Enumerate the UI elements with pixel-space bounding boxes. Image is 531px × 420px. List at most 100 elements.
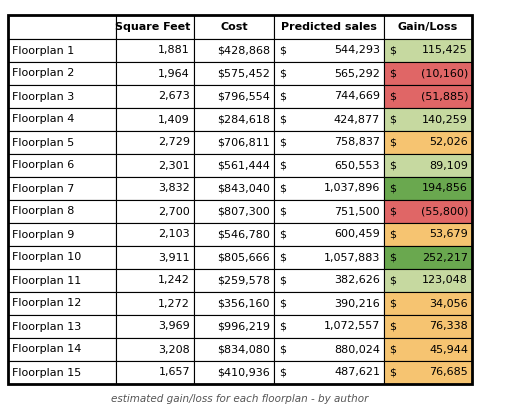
Text: $: $ bbox=[389, 45, 396, 55]
Bar bbox=[8, 246, 116, 269]
Text: $284,618: $284,618 bbox=[217, 115, 270, 124]
Text: 650,553: 650,553 bbox=[335, 160, 380, 171]
Text: (51,885): (51,885) bbox=[421, 92, 468, 102]
Text: Gain/Loss: Gain/Loss bbox=[398, 22, 458, 32]
Text: $: $ bbox=[279, 276, 286, 286]
Text: $: $ bbox=[389, 368, 396, 378]
Text: Floorplan 10: Floorplan 10 bbox=[12, 252, 81, 262]
Text: 565,292: 565,292 bbox=[334, 68, 380, 79]
Text: $: $ bbox=[389, 160, 396, 171]
Text: Floorplan 11: Floorplan 11 bbox=[12, 276, 81, 286]
Bar bbox=[116, 315, 194, 338]
Text: $: $ bbox=[279, 137, 286, 147]
Bar bbox=[384, 131, 472, 154]
Bar bbox=[274, 361, 384, 384]
Text: 2,301: 2,301 bbox=[158, 160, 190, 171]
Bar bbox=[8, 62, 116, 85]
Text: 2,673: 2,673 bbox=[158, 92, 190, 102]
Bar bbox=[8, 315, 116, 338]
Bar bbox=[274, 177, 384, 200]
Text: 3,832: 3,832 bbox=[158, 184, 190, 194]
Bar bbox=[194, 85, 274, 108]
Text: 744,669: 744,669 bbox=[334, 92, 380, 102]
Bar bbox=[274, 292, 384, 315]
Text: $: $ bbox=[279, 207, 286, 216]
Text: $546,780: $546,780 bbox=[217, 229, 270, 239]
Bar bbox=[116, 292, 194, 315]
Text: Floorplan 15: Floorplan 15 bbox=[12, 368, 81, 378]
Bar bbox=[274, 246, 384, 269]
Text: 76,685: 76,685 bbox=[429, 368, 468, 378]
Text: 140,259: 140,259 bbox=[422, 115, 468, 124]
Bar bbox=[384, 85, 472, 108]
Bar bbox=[194, 292, 274, 315]
Text: $834,080: $834,080 bbox=[217, 344, 270, 354]
Text: $: $ bbox=[389, 321, 396, 331]
Bar bbox=[194, 62, 274, 85]
Bar bbox=[194, 39, 274, 62]
Text: 751,500: 751,500 bbox=[335, 207, 380, 216]
Text: $: $ bbox=[389, 229, 396, 239]
Bar bbox=[274, 200, 384, 223]
Bar bbox=[274, 15, 384, 39]
Text: 2,103: 2,103 bbox=[158, 229, 190, 239]
Bar bbox=[384, 39, 472, 62]
Text: Floorplan 8: Floorplan 8 bbox=[12, 207, 74, 216]
Text: $: $ bbox=[389, 92, 396, 102]
Text: (55,800): (55,800) bbox=[421, 207, 468, 216]
Bar bbox=[384, 154, 472, 177]
Text: 1,057,883: 1,057,883 bbox=[323, 252, 380, 262]
Bar bbox=[384, 200, 472, 223]
Text: Floorplan 13: Floorplan 13 bbox=[12, 321, 81, 331]
Text: Floorplan 14: Floorplan 14 bbox=[12, 344, 81, 354]
Bar bbox=[194, 223, 274, 246]
Text: 544,293: 544,293 bbox=[334, 45, 380, 55]
Text: $356,160: $356,160 bbox=[218, 299, 270, 309]
Text: $: $ bbox=[279, 68, 286, 79]
Text: $561,444: $561,444 bbox=[217, 160, 270, 171]
Bar bbox=[116, 131, 194, 154]
Text: $: $ bbox=[389, 115, 396, 124]
Text: $575,452: $575,452 bbox=[217, 68, 270, 79]
Bar bbox=[274, 85, 384, 108]
Text: Floorplan 9: Floorplan 9 bbox=[12, 229, 74, 239]
Bar bbox=[8, 177, 116, 200]
Bar bbox=[8, 269, 116, 292]
Bar bbox=[384, 338, 472, 361]
Text: 600,459: 600,459 bbox=[334, 229, 380, 239]
Text: $: $ bbox=[279, 92, 286, 102]
Bar bbox=[274, 223, 384, 246]
Text: 424,877: 424,877 bbox=[334, 115, 380, 124]
Text: 880,024: 880,024 bbox=[334, 344, 380, 354]
Bar bbox=[384, 315, 472, 338]
Bar bbox=[8, 200, 116, 223]
Text: 1,072,557: 1,072,557 bbox=[323, 321, 380, 331]
Bar bbox=[384, 177, 472, 200]
Text: Floorplan 6: Floorplan 6 bbox=[12, 160, 74, 171]
Text: estimated gain/loss for each floorplan - by author: estimated gain/loss for each floorplan -… bbox=[112, 394, 369, 404]
Text: Predicted sales: Predicted sales bbox=[281, 22, 377, 32]
Text: Floorplan 1: Floorplan 1 bbox=[12, 45, 74, 55]
Bar bbox=[116, 85, 194, 108]
Text: 123,048: 123,048 bbox=[422, 276, 468, 286]
Bar bbox=[194, 131, 274, 154]
Bar bbox=[116, 108, 194, 131]
Text: Square Feet: Square Feet bbox=[115, 22, 190, 32]
Bar bbox=[194, 315, 274, 338]
Text: 1,881: 1,881 bbox=[158, 45, 190, 55]
Text: 2,700: 2,700 bbox=[158, 207, 190, 216]
Text: 1,242: 1,242 bbox=[158, 276, 190, 286]
Text: 2,729: 2,729 bbox=[158, 137, 190, 147]
Text: 758,837: 758,837 bbox=[334, 137, 380, 147]
Text: $410,936: $410,936 bbox=[217, 368, 270, 378]
Text: $: $ bbox=[279, 229, 286, 239]
Text: 45,944: 45,944 bbox=[429, 344, 468, 354]
Bar bbox=[8, 15, 472, 384]
Bar bbox=[194, 361, 274, 384]
Text: $: $ bbox=[279, 299, 286, 309]
Bar bbox=[194, 154, 274, 177]
Text: 1,037,896: 1,037,896 bbox=[323, 184, 380, 194]
Bar bbox=[116, 62, 194, 85]
Bar bbox=[116, 200, 194, 223]
Text: $706,811: $706,811 bbox=[217, 137, 270, 147]
